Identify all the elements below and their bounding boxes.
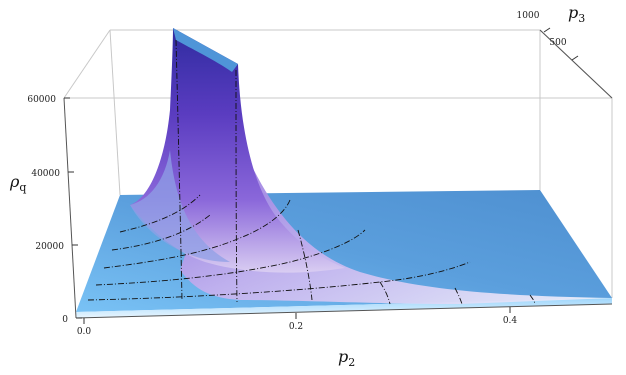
- y-tick-label-1000: 1000: [517, 11, 540, 21]
- z-axis-label-sub: q: [19, 181, 26, 194]
- z-tick-label-0: 0: [62, 315, 68, 325]
- z-tick-label-60000: 60000: [27, 95, 56, 105]
- x-axis-label-main: p: [338, 347, 348, 366]
- x-axis-label-sub: 2: [348, 356, 355, 369]
- y-tick-1000: [543, 27, 551, 33]
- x-tick-label-0.0: 0.0: [77, 327, 92, 337]
- x-tick-label-0.2: 0.2: [289, 322, 303, 332]
- z-axis-label-main: ρ: [9, 172, 20, 191]
- y-axis-label-main: p: [568, 3, 578, 22]
- tick-marks: [64, 27, 579, 324]
- surface-ridge-top: [173, 28, 238, 72]
- tick-labels: 0 20000 40000 60000 0.0 0.2 0.4 500 1000: [27, 11, 566, 337]
- y-axis-line: [539, 29, 613, 99]
- x-axis-line: [75, 303, 613, 319]
- y-axis-label-sub: 3: [578, 12, 585, 25]
- z-axis-label: ρq: [9, 172, 26, 194]
- x-tick-label-0.4: 0.4: [503, 316, 518, 326]
- y-axis-label: p3: [568, 3, 585, 25]
- z-axis-line: [63, 97, 77, 319]
- z-tick-label-40000: 40000: [31, 169, 60, 179]
- y-tick-label-500: 500: [549, 38, 566, 48]
- surface-mesh: [87, 39, 536, 305]
- y-tick-500: [571, 55, 579, 61]
- x-axis-label: p2: [338, 347, 355, 369]
- axes: [63, 29, 613, 319]
- z-tick-label-20000: 20000: [35, 242, 64, 252]
